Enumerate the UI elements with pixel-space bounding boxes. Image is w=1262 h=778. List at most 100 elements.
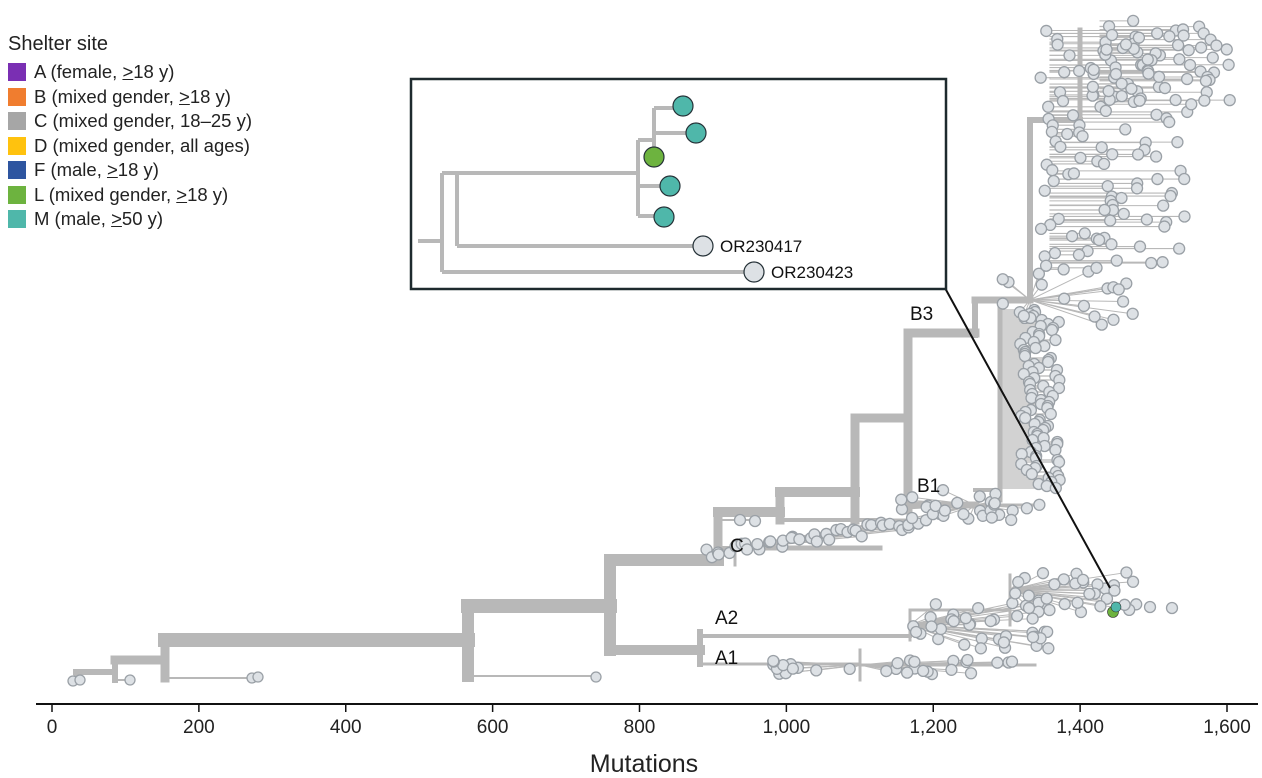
tip bbox=[1058, 66, 1071, 79]
tip bbox=[1169, 93, 1182, 107]
inset-tip-site-m bbox=[685, 122, 707, 144]
tip bbox=[1110, 254, 1123, 267]
tip bbox=[1039, 259, 1053, 272]
tip bbox=[1048, 578, 1061, 591]
tip bbox=[1132, 31, 1146, 44]
branch bbox=[1029, 299, 1124, 303]
tip bbox=[908, 655, 921, 668]
tip bbox=[1220, 43, 1233, 56]
tip bbox=[947, 615, 960, 628]
tip bbox=[929, 598, 942, 611]
legend-swatch bbox=[8, 210, 26, 229]
clade-label-c: C bbox=[730, 536, 744, 557]
x-tick-label: 600 bbox=[477, 717, 509, 738]
tip bbox=[1152, 70, 1166, 83]
tip bbox=[985, 511, 998, 524]
tip bbox=[1092, 233, 1106, 247]
tip bbox=[1194, 41, 1208, 54]
tip bbox=[1102, 84, 1115, 98]
tip bbox=[1017, 309, 1030, 323]
tip bbox=[1115, 90, 1128, 103]
legend-swatch bbox=[8, 185, 26, 204]
tip bbox=[945, 663, 958, 676]
tip bbox=[1087, 63, 1100, 76]
tip bbox=[1057, 263, 1070, 276]
branch bbox=[1009, 589, 1090, 595]
tip bbox=[905, 511, 919, 525]
tip bbox=[1133, 94, 1146, 107]
tip bbox=[1058, 292, 1071, 305]
tip bbox=[1022, 601, 1036, 615]
x-tick-label: 400 bbox=[330, 717, 362, 738]
tip bbox=[74, 674, 86, 686]
tip bbox=[958, 638, 971, 651]
tip bbox=[1040, 592, 1053, 605]
tip bbox=[1178, 210, 1191, 223]
tip bbox=[1018, 349, 1032, 363]
tip bbox=[991, 656, 1004, 669]
tip bbox=[1156, 256, 1169, 269]
tip bbox=[1072, 64, 1086, 78]
tip bbox=[1115, 77, 1128, 90]
legend-item-m: M (male, >50 y) bbox=[8, 207, 252, 232]
tip bbox=[1157, 199, 1170, 212]
tip bbox=[1094, 600, 1107, 613]
tip bbox=[1065, 230, 1079, 243]
tip bbox=[1119, 123, 1132, 136]
x-tick-label: 200 bbox=[183, 717, 215, 738]
x-tick-label: 1,400 bbox=[1056, 717, 1104, 738]
tip bbox=[1112, 283, 1125, 296]
tip bbox=[974, 642, 988, 655]
tip bbox=[1151, 172, 1164, 186]
tip bbox=[1126, 14, 1140, 27]
tip bbox=[1054, 140, 1067, 154]
tip bbox=[810, 535, 824, 548]
tip bbox=[1109, 67, 1123, 81]
inset-tip-site-m bbox=[659, 175, 681, 197]
tip bbox=[1142, 67, 1155, 80]
tip bbox=[1088, 310, 1101, 323]
tip bbox=[1045, 323, 1059, 337]
tip bbox=[712, 548, 725, 561]
legend-items: A (female, >18 y) B (mixed gender, >18 y)… bbox=[8, 60, 252, 232]
tip bbox=[1083, 587, 1096, 601]
tip bbox=[1052, 455, 1066, 469]
clade-labels: B3 B1 C A2 A1 bbox=[715, 304, 940, 669]
tip bbox=[1074, 151, 1087, 165]
tip bbox=[1185, 98, 1198, 111]
tip bbox=[1178, 172, 1191, 186]
tip bbox=[1010, 609, 1024, 623]
tip bbox=[1022, 589, 1035, 602]
tip bbox=[1116, 295, 1130, 308]
tip bbox=[917, 664, 930, 677]
legend-item-d: D (mixed gender, all ages) bbox=[8, 134, 252, 159]
legend-item-c: C (mixed gender, 18–25 y) bbox=[8, 109, 252, 134]
inset-panel: OR230417 OR230423 bbox=[409, 77, 948, 291]
branch bbox=[1029, 270, 1090, 301]
tip bbox=[1108, 584, 1121, 597]
tip bbox=[996, 297, 1009, 310]
tip bbox=[1131, 148, 1145, 161]
inset-tip-reference bbox=[692, 235, 714, 257]
tip bbox=[793, 533, 806, 546]
tip bbox=[1058, 597, 1071, 611]
tip bbox=[590, 671, 602, 683]
legend-swatch bbox=[8, 112, 26, 131]
tip bbox=[1105, 28, 1119, 42]
tip bbox=[1056, 94, 1070, 108]
tip bbox=[1120, 566, 1133, 579]
tip bbox=[1020, 502, 1034, 515]
tip bbox=[1071, 596, 1084, 609]
tip bbox=[936, 484, 950, 497]
tip bbox=[1119, 38, 1133, 51]
tip bbox=[959, 612, 972, 625]
legend-title: Shelter site bbox=[8, 33, 109, 55]
tip bbox=[1078, 227, 1091, 240]
tip bbox=[1151, 27, 1164, 40]
inset-tip-reference bbox=[743, 261, 765, 283]
tip bbox=[1015, 447, 1028, 461]
tip bbox=[1222, 58, 1235, 71]
tip bbox=[1036, 567, 1050, 580]
tip bbox=[1117, 207, 1130, 221]
tip bbox=[1097, 157, 1111, 171]
